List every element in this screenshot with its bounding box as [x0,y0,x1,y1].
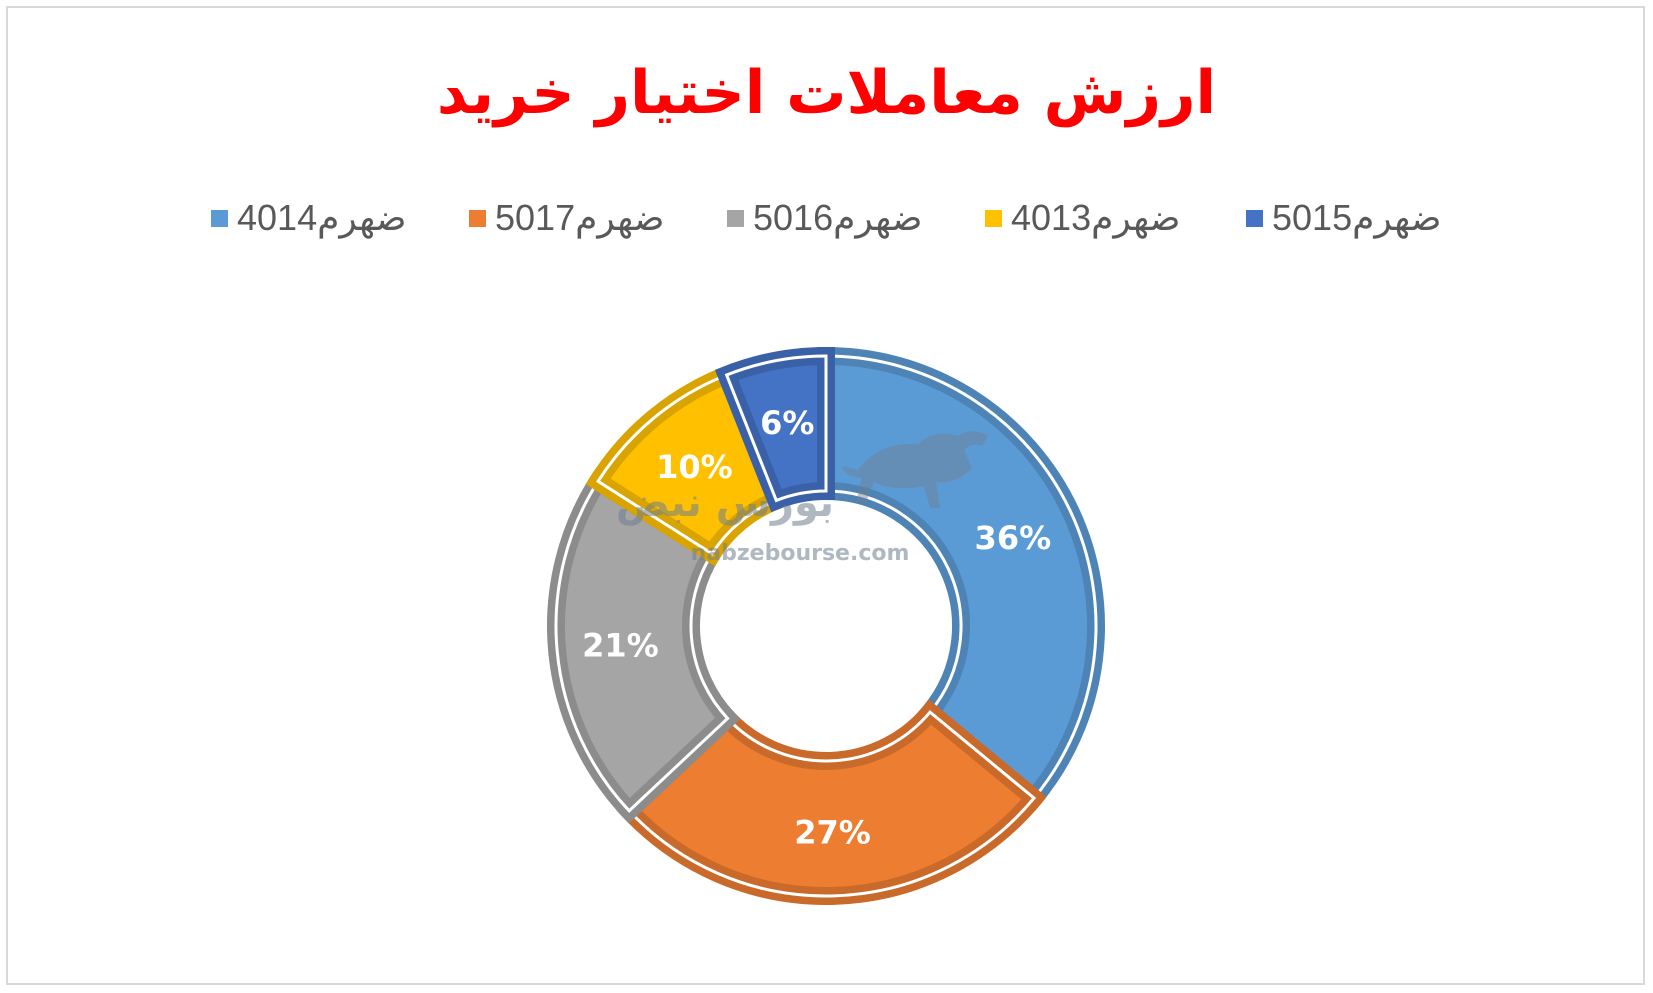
chart-title: ارزش معاملات اختیار خرید [436,58,1217,128]
slice-label: 27% [794,813,871,851]
legend-swatch [469,210,486,227]
watermark: بورس نبض nabzebourse.com [616,431,988,566]
legend-swatch [727,210,744,227]
legend-swatch [1246,210,1263,227]
slice-labels: 36% 27% 21% 10% 6% [582,404,1051,851]
watermark-url: nabzebourse.com [691,541,910,566]
bull-icon [842,431,988,508]
legend-swatch [211,210,228,227]
slice-label: 10% [656,448,733,486]
slice-label: 36% [975,519,1052,557]
legend-label: ضهرم5015 [1272,197,1442,238]
legend-label: ضهرم4013 [1011,197,1181,238]
slice-border [627,709,1037,898]
chart-legend: ضهرم4014 ضهرم5017 ضهرم5016 ضهرم4013 ضهرم… [0,196,1653,240]
slice-label: 21% [582,626,659,664]
legend-swatch [985,210,1002,227]
slice-label: 6% [760,404,814,442]
donut-slices [547,346,1105,905]
legend-label: ضهرم5016 [753,197,923,238]
slice-border [724,354,828,503]
watermark-logo: بورس نبض [616,480,834,526]
legend-label: ضهرم5017 [495,197,665,238]
slice-border [554,479,730,813]
legend-label: ضهرم4014 [237,197,407,238]
slice-border [824,354,1098,801]
